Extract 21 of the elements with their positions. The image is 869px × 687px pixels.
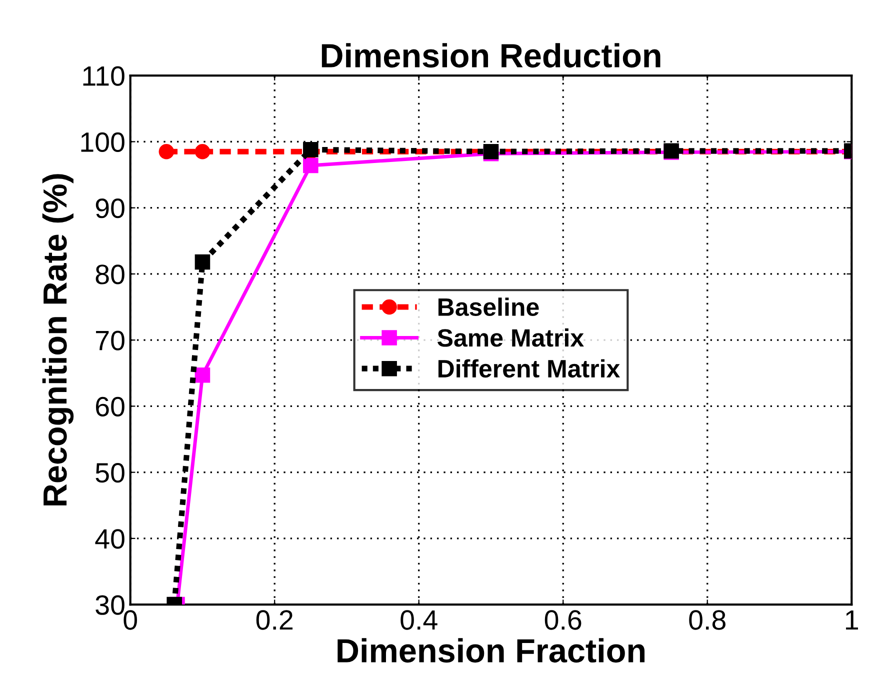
y-tick-label: 80 [96,264,124,284]
x-tick-label: 0.6 [544,610,582,630]
legend-label: Baseline [438,298,539,316]
y-tick-label: 90 [96,198,124,218]
y-tick-label: 30 [96,595,124,615]
y-tick-label: 100 [81,132,124,152]
x-tick-label: 0.2 [256,610,293,630]
y-tick-label: 110 [83,66,124,86]
x-tick-label: 1 [846,610,858,630]
x-tick-label: 0.4 [400,610,438,630]
legend-label: Same Matrix [438,328,584,347]
legend-label: Different Matrix [438,359,620,378]
y-axis-title: Recognition Rate (%) [42,174,74,506]
chart-title: Dimension Reduction [322,43,660,68]
y-tick-label: 50 [96,462,124,483]
x-tick-label: 0 [124,610,137,630]
x-tick-label: 0.8 [689,610,726,630]
y-tick-label: 60 [96,396,124,417]
y-tick-label: 70 [96,330,124,350]
y-tick-label: 40 [95,529,124,549]
x-axis-title: Dimension Fraction [338,638,645,663]
